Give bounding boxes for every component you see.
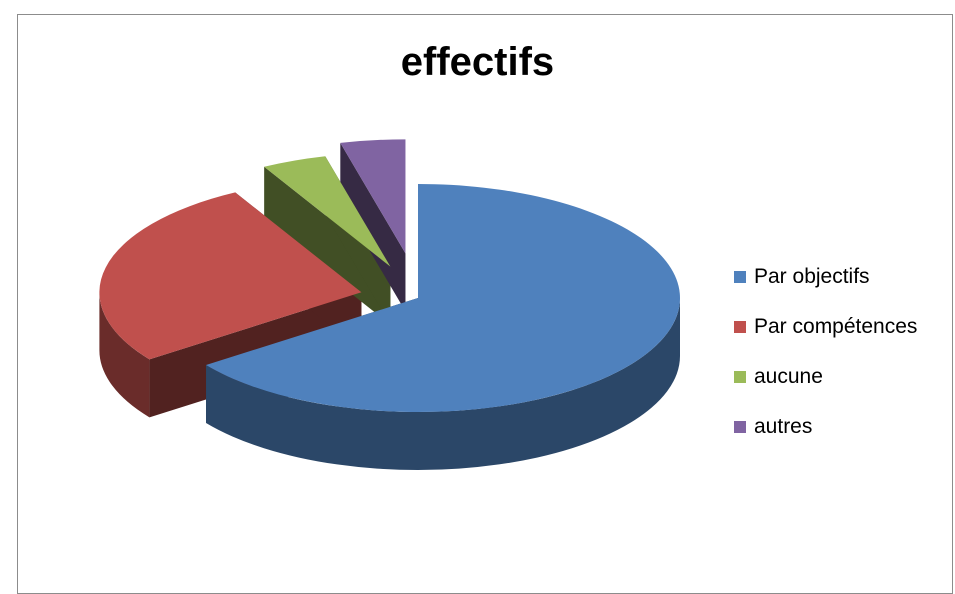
slice-edge-par-objectifs — [206, 298, 681, 471]
legend-swatch — [734, 321, 746, 333]
legend-item-aucune: aucune — [734, 352, 917, 402]
slice-edge-par-comp-tences — [99, 292, 150, 418]
chart-title: effectifs — [400, 40, 555, 84]
legend-swatch — [734, 421, 746, 433]
slice-autres — [340, 139, 406, 254]
slice-par-comp-tences — [99, 192, 362, 360]
slice-aucune — [264, 156, 391, 267]
legend-swatch — [734, 271, 746, 283]
slice-side-autres — [340, 142, 406, 312]
legend-label: Par objectifs — [754, 265, 870, 288]
slice-par-objectifs — [206, 184, 681, 412]
legend-swatch — [734, 371, 746, 383]
legend: Par objectifs Par compétences aucune aut… — [734, 252, 917, 452]
pie-chart — [99, 139, 681, 471]
legend-item-par-objectifs: Par objectifs — [734, 252, 917, 302]
legend-label: autres — [754, 415, 813, 438]
legend-label: Par compétences — [754, 315, 918, 338]
legend-item-autres: autres — [734, 402, 917, 452]
legend-item-par-competences: Par compétences — [734, 302, 917, 352]
slice-side-aucune — [264, 166, 391, 325]
legend-label: aucune — [754, 365, 823, 388]
